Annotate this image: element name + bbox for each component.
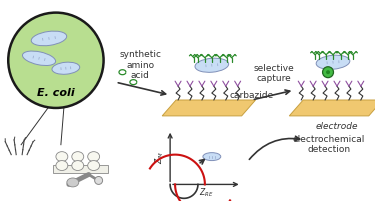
Ellipse shape: [72, 161, 84, 170]
Ellipse shape: [203, 153, 221, 161]
Circle shape: [326, 70, 330, 74]
Text: $Z_{RE}$: $Z_{RE}$: [199, 186, 213, 199]
Text: selective
capture: selective capture: [253, 64, 294, 83]
Text: synthetic
amino
acid: synthetic amino acid: [119, 50, 161, 80]
Circle shape: [323, 67, 334, 78]
Polygon shape: [53, 165, 108, 173]
Ellipse shape: [23, 51, 56, 65]
Ellipse shape: [88, 161, 100, 170]
Text: E. coli: E. coli: [37, 88, 75, 98]
Ellipse shape: [195, 58, 229, 72]
Ellipse shape: [52, 62, 80, 74]
Ellipse shape: [316, 55, 350, 69]
Ellipse shape: [88, 152, 100, 162]
Text: electrochemical
detection: electrochemical detection: [293, 135, 365, 154]
Ellipse shape: [67, 178, 79, 187]
Ellipse shape: [72, 152, 84, 162]
Ellipse shape: [56, 161, 68, 170]
Text: electrode: electrode: [316, 122, 358, 131]
Text: carbazide: carbazide: [230, 90, 274, 100]
Ellipse shape: [31, 31, 67, 46]
Polygon shape: [162, 100, 256, 116]
Polygon shape: [289, 100, 376, 116]
Ellipse shape: [56, 152, 68, 162]
Circle shape: [95, 177, 103, 184]
Text: $Z_{IM}$: $Z_{IM}$: [154, 150, 167, 164]
Circle shape: [8, 13, 103, 108]
